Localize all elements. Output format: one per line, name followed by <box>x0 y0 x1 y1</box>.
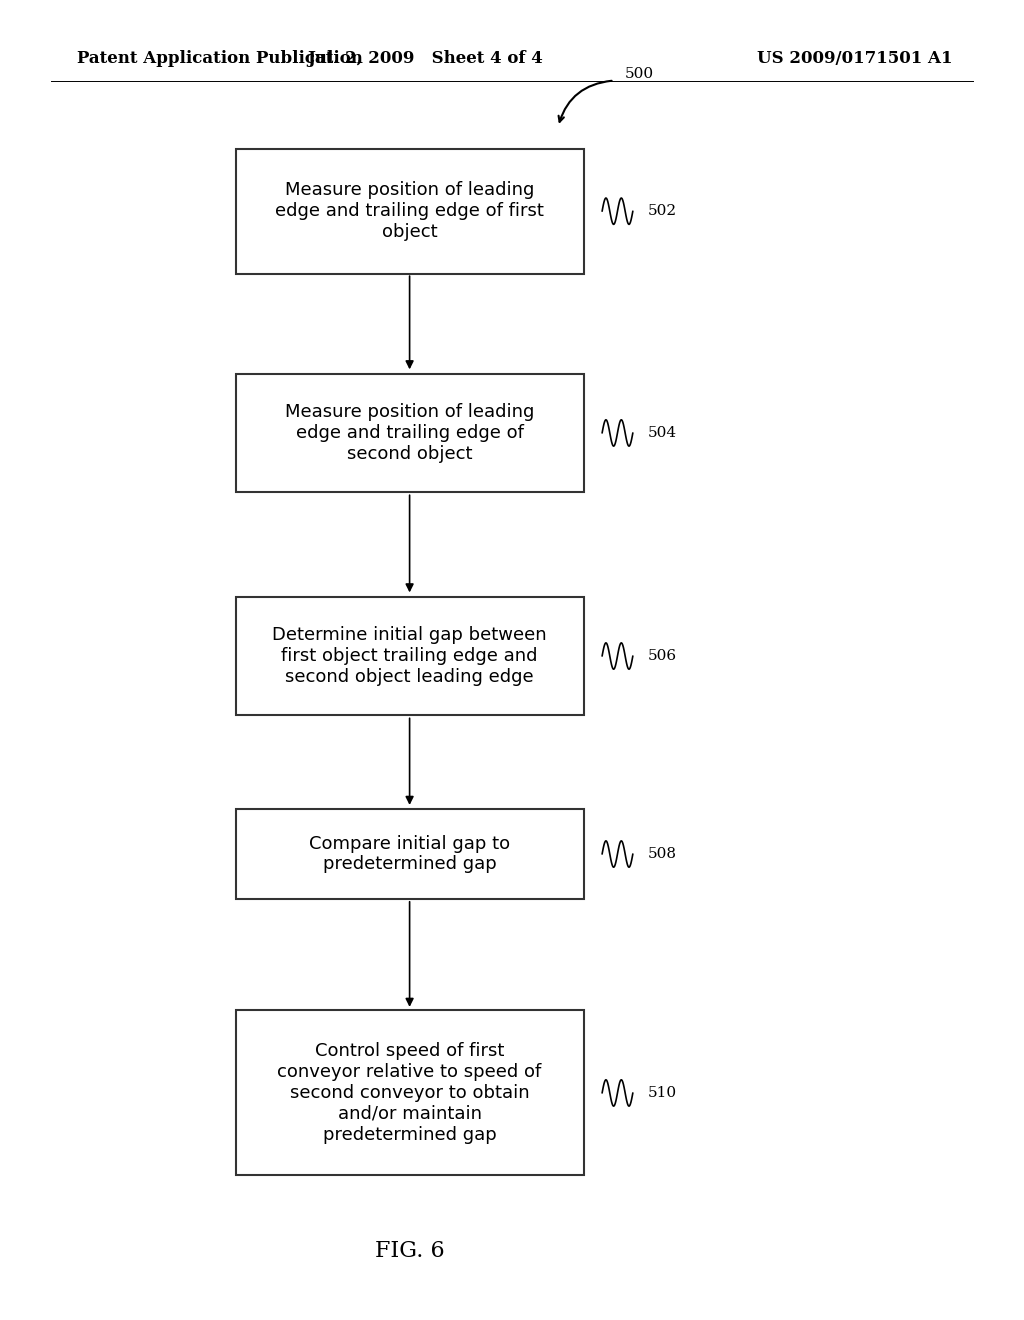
Text: US 2009/0171501 A1: US 2009/0171501 A1 <box>758 50 952 66</box>
Text: 502: 502 <box>648 205 677 218</box>
Text: Patent Application Publication: Patent Application Publication <box>77 50 362 66</box>
Text: 500: 500 <box>625 67 653 81</box>
Text: 508: 508 <box>648 847 677 861</box>
Text: 504: 504 <box>648 426 677 440</box>
FancyBboxPatch shape <box>236 597 584 715</box>
Text: FIG. 6: FIG. 6 <box>375 1241 444 1262</box>
Text: Compare initial gap to
predetermined gap: Compare initial gap to predetermined gap <box>309 834 510 874</box>
Text: 510: 510 <box>648 1086 677 1100</box>
Text: Control speed of first
conveyor relative to speed of
second conveyor to obtain
a: Control speed of first conveyor relative… <box>278 1043 542 1143</box>
Text: 506: 506 <box>648 649 677 663</box>
Text: Jul. 2, 2009   Sheet 4 of 4: Jul. 2, 2009 Sheet 4 of 4 <box>307 50 543 66</box>
FancyBboxPatch shape <box>236 809 584 899</box>
Text: Measure position of leading
edge and trailing edge of first
object: Measure position of leading edge and tra… <box>275 181 544 242</box>
Text: Measure position of leading
edge and trailing edge of
second object: Measure position of leading edge and tra… <box>285 403 535 463</box>
Text: Determine initial gap between
first object trailing edge and
second object leadi: Determine initial gap between first obje… <box>272 626 547 686</box>
FancyBboxPatch shape <box>236 149 584 275</box>
FancyBboxPatch shape <box>236 1011 584 1175</box>
FancyBboxPatch shape <box>236 374 584 492</box>
